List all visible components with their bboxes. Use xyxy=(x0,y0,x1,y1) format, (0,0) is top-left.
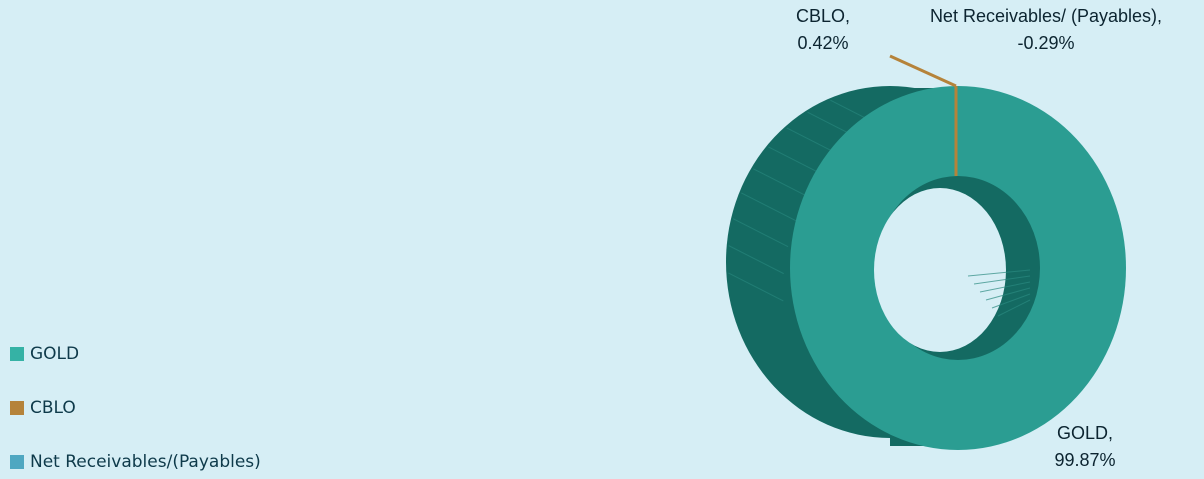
ring-inner-facet xyxy=(967,269,1031,277)
chart-legend: GOLD CBLO Net Receivables/(Payables) xyxy=(10,340,261,476)
data-label-gold: GOLD, 99.87% xyxy=(1030,420,1140,474)
ring-inner-facet xyxy=(979,281,1031,293)
legend-item-gold: GOLD xyxy=(10,340,261,368)
legend-item-net-receivables: Net Receivables/(Payables) xyxy=(10,448,261,476)
data-label-gold-name: GOLD, xyxy=(1056,423,1113,443)
ring-side-facet xyxy=(741,192,797,222)
ring-inner-facet xyxy=(985,287,1031,301)
ring-inner-facet xyxy=(997,299,1031,317)
ring-side-facet xyxy=(728,272,784,302)
ring-inner-facet xyxy=(991,293,1031,309)
data-label-net-receivables-value: -0.29% xyxy=(1017,33,1075,53)
ring-inner-facet xyxy=(973,275,1031,285)
legend-label-net-receivables: Net Receivables/(Payables) xyxy=(30,452,261,472)
legend-item-cblo: CBLO xyxy=(10,394,261,422)
data-label-net-receivables: Net Receivables/ (Payables), -0.29% xyxy=(888,3,1204,57)
ring-side-facet xyxy=(768,146,824,176)
data-label-gold-value: 99.87% xyxy=(1054,450,1116,470)
data-label-net-receivables-name: Net Receivables/ (Payables), xyxy=(929,6,1163,26)
data-label-cblo-name: CBLO, xyxy=(795,6,851,26)
ring-side-facet xyxy=(732,218,789,248)
data-label-cblo: CBLO, 0.42% xyxy=(778,3,868,57)
ring-side-facet xyxy=(728,245,784,275)
legend-swatch-cblo xyxy=(10,401,24,415)
legend-label-gold: GOLD xyxy=(30,344,80,364)
legend-swatch-net-receivables xyxy=(10,455,24,469)
data-label-cblo-value: 0.42% xyxy=(797,33,849,53)
legend-label-cblo: CBLO xyxy=(30,398,76,418)
ring-side-facet xyxy=(752,168,809,198)
legend-swatch-gold xyxy=(10,347,24,361)
slice-cblo-side xyxy=(889,54,957,88)
ring-hole xyxy=(874,188,1006,352)
